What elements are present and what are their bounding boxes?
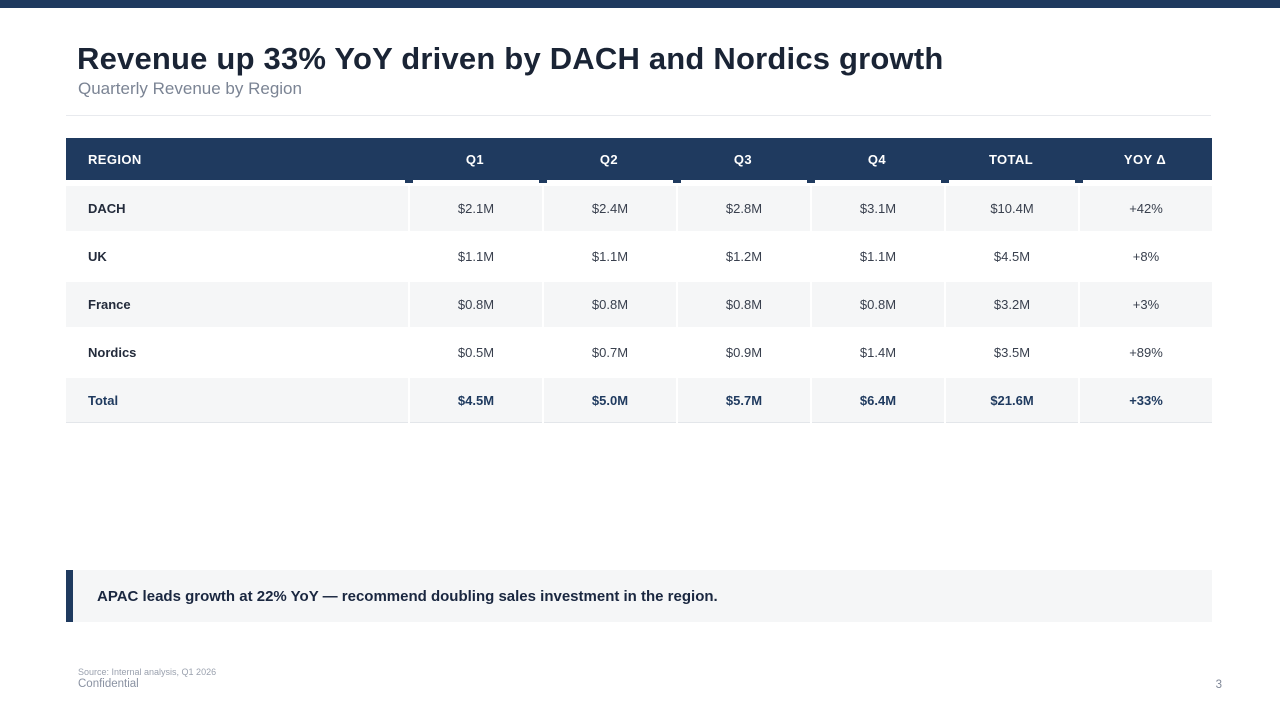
total-cell: $3.5M bbox=[993, 345, 1031, 360]
column-header-q3: Q3 bbox=[733, 151, 753, 167]
yoy-cell: +89% bbox=[1129, 345, 1163, 360]
slide-title: Revenue up 33% YoY driven by DACH and No… bbox=[77, 41, 944, 76]
column-header-region: REGION bbox=[88, 151, 142, 167]
header-divider bbox=[66, 115, 1211, 116]
value-cell: $0.5M bbox=[457, 345, 495, 360]
value-cell: $1.1M bbox=[457, 249, 495, 264]
callout-box: APAC leads growth at 22% YoY — recommend… bbox=[66, 570, 1212, 622]
yoy-cell: +8% bbox=[1132, 249, 1160, 264]
value-cell: $3.1M bbox=[812, 186, 944, 231]
table-row-dach: DACH $2.1M $2.4M $2.8M $3.1M $10.4M +42% bbox=[66, 186, 1212, 231]
callout-text: APAC leads growth at 22% YoY — recommend… bbox=[97, 587, 718, 605]
value-cell: $2.4M bbox=[544, 186, 676, 231]
footer-source: Source: Internal analysis, Q1 2026 bbox=[78, 667, 217, 677]
value-cell: $0.8M bbox=[812, 282, 944, 327]
region-cell: Total bbox=[66, 378, 408, 423]
total-cell: $10.4M bbox=[946, 186, 1078, 231]
yoy-cell: +42% bbox=[1080, 186, 1212, 231]
value-cell: $0.8M bbox=[678, 282, 810, 327]
value-cell: $1.1M bbox=[591, 249, 629, 264]
value-cell: $2.8M bbox=[678, 186, 810, 231]
value-cell: $5.0M bbox=[544, 378, 676, 423]
value-cell: $0.8M bbox=[410, 282, 542, 327]
value-cell: $0.8M bbox=[544, 282, 676, 327]
table-header-row: REGION Q1 Q2 Q3 Q4 TOTAL YOY Δ bbox=[66, 138, 1212, 180]
value-cell: $0.9M bbox=[725, 345, 763, 360]
column-header-q2: Q2 bbox=[599, 151, 619, 167]
table-row-nordics: Nordics $0.5M $0.7M $0.9M $1.4M $3.5M +8… bbox=[66, 330, 1212, 375]
total-cell: $21.6M bbox=[946, 378, 1078, 423]
yoy-cell: +33% bbox=[1080, 378, 1212, 423]
value-cell: $1.4M bbox=[859, 345, 897, 360]
value-cell: $0.7M bbox=[591, 345, 629, 360]
yoy-cell: +3% bbox=[1080, 282, 1212, 327]
region-cell: Nordics bbox=[88, 345, 137, 360]
page-number: 3 bbox=[1215, 679, 1222, 691]
column-header-q4: Q4 bbox=[867, 151, 887, 167]
value-cell: $1.2M bbox=[725, 249, 763, 264]
table-row-total: Total $4.5M $5.0M $5.7M $6.4M $21.6M +33… bbox=[66, 378, 1212, 423]
footer-classification: Confidential bbox=[78, 678, 139, 690]
revenue-table: REGION Q1 Q2 Q3 Q4 TOTAL YOY Δ DACH $2.1… bbox=[66, 138, 1212, 423]
value-cell: $6.4M bbox=[812, 378, 944, 423]
region-cell: France bbox=[66, 282, 408, 327]
table-row-uk: UK $1.1M $1.1M $1.2M $1.1M $4.5M +8% bbox=[66, 234, 1212, 279]
value-cell: $2.1M bbox=[410, 186, 542, 231]
header-column-ticks bbox=[66, 180, 1212, 183]
value-cell: $1.1M bbox=[859, 249, 897, 264]
slide-subtitle: Quarterly Revenue by Region bbox=[78, 79, 302, 98]
region-cell: DACH bbox=[66, 186, 408, 231]
total-cell: $4.5M bbox=[993, 249, 1031, 264]
column-header-q1: Q1 bbox=[465, 151, 485, 167]
value-cell: $5.7M bbox=[678, 378, 810, 423]
table-row-france: France $0.8M $0.8M $0.8M $0.8M $3.2M +3% bbox=[66, 282, 1212, 327]
top-accent-bar bbox=[0, 0, 1280, 8]
region-cell: UK bbox=[88, 249, 107, 264]
column-header-total: TOTAL bbox=[988, 151, 1034, 167]
value-cell: $4.5M bbox=[410, 378, 542, 423]
total-cell: $3.2M bbox=[946, 282, 1078, 327]
column-header-yoy: YOY Δ bbox=[1123, 151, 1167, 167]
